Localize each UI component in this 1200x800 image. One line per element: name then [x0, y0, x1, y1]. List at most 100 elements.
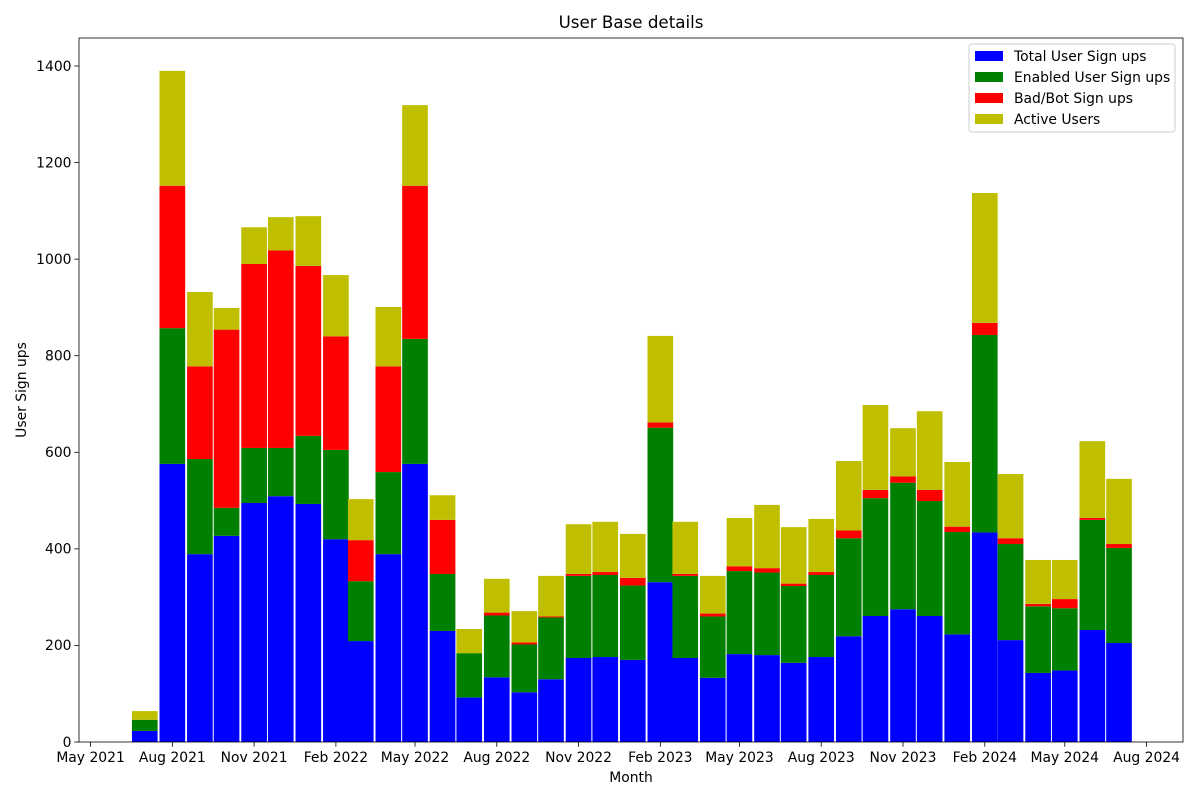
bar-active-users-2022-10 [538, 575, 564, 617]
bar-bad-bot-sign-ups-2023-01 [619, 577, 646, 586]
bar-active-users-2023-12 [916, 411, 943, 490]
bar-active-users-2022-11 [565, 524, 592, 574]
bar-total-user-sign-ups-2022-05 [402, 463, 428, 742]
bar-total-user-sign-ups-2023-01 [619, 659, 646, 742]
bar-active-users-2022-02 [323, 275, 349, 337]
bar-active-users-2024-05 [1051, 559, 1078, 600]
legend-swatch-enabled-user-sign-ups [975, 72, 1003, 82]
bar-enabled-user-sign-ups-2022-07 [456, 653, 483, 698]
bar-enabled-user-sign-ups-2023-05 [726, 571, 753, 655]
bar-enabled-user-sign-ups-2024-01 [944, 531, 971, 635]
bar-total-user-sign-ups-2023-02 [647, 582, 674, 742]
bar-enabled-user-sign-ups-2023-08 [808, 574, 835, 658]
y-tick-label: 200 [45, 638, 72, 654]
bar-total-user-sign-ups-2023-07 [780, 662, 807, 742]
bar-total-user-sign-ups-2023-08 [808, 657, 835, 742]
y-axis: 0 200 400 600 800 1000 1200 1400 [36, 59, 79, 751]
bar-enabled-user-sign-ups-2022-01 [295, 435, 322, 504]
bar-total-user-sign-ups-2021-08 [159, 463, 186, 742]
bar-active-users-2022-06 [429, 495, 456, 520]
bar-bad-bot-sign-ups-2022-12 [592, 572, 619, 575]
bar-bad-bot-sign-ups-2021-12 [267, 250, 294, 448]
bar-total-user-sign-ups-2023-09 [835, 636, 862, 742]
bar-enabled-user-sign-ups-2022-11 [565, 575, 592, 658]
bar-total-user-sign-ups-2023-10 [862, 615, 889, 742]
bar-active-users-2023-06 [754, 504, 780, 569]
y-tick-label: 800 [45, 349, 72, 365]
y-tick-label: 600 [45, 445, 72, 461]
bar-bad-bot-sign-ups-2024-01 [944, 526, 971, 532]
y-tick-label: 1400 [36, 59, 71, 75]
bar-bad-bot-sign-ups-2023-05 [726, 566, 753, 572]
legend-label: Active Users [1014, 112, 1100, 128]
bar-enabled-user-sign-ups-2024-04 [1025, 606, 1051, 673]
bar-total-user-sign-ups-2022-08 [483, 677, 510, 742]
bar-total-user-sign-ups-2024-04 [1025, 672, 1051, 742]
bar-total-user-sign-ups-2023-12 [916, 615, 943, 742]
x-tick-label: Aug 2022 [463, 750, 530, 766]
bar-bad-bot-sign-ups-2022-11 [565, 573, 592, 576]
bar-active-users-2021-09 [187, 291, 213, 367]
bar-active-users-2022-01 [295, 216, 322, 266]
bar-bad-bot-sign-ups-2023-12 [916, 489, 943, 502]
bar-enabled-user-sign-ups-2021-12 [267, 447, 294, 497]
x-tick-label: Aug 2023 [788, 750, 855, 766]
bar-enabled-user-sign-ups-2024-07 [1106, 547, 1132, 644]
bar-active-users-2023-03 [672, 521, 699, 574]
y-tick-label: 0 [63, 735, 72, 751]
bar-bad-bot-sign-ups-2022-06 [429, 519, 456, 574]
bar-active-users-2024-04 [1025, 559, 1051, 604]
bar-bad-bot-sign-ups-2022-09 [511, 642, 538, 645]
bar-total-user-sign-ups-2023-04 [699, 677, 726, 742]
y-axis-label: User Sign ups [14, 342, 30, 438]
bar-total-user-sign-ups-2021-10 [213, 535, 240, 742]
x-axis-label: Month [609, 770, 653, 786]
bar-enabled-user-sign-ups-2023-01 [619, 585, 646, 660]
bar-active-users-2022-12 [592, 521, 619, 573]
legend-label: Total User Sign ups [1013, 49, 1147, 65]
bar-bad-bot-sign-ups-2023-09 [835, 530, 862, 539]
x-tick-label: May 2021 [56, 750, 124, 766]
bar-total-user-sign-ups-2024-03 [997, 640, 1024, 742]
bar-enabled-user-sign-ups-2022-03 [347, 581, 374, 642]
bar-bad-bot-sign-ups-2023-02 [647, 422, 674, 428]
bar-enabled-user-sign-ups-2022-08 [483, 615, 510, 678]
bar-bad-bot-sign-ups-2024-04 [1025, 603, 1051, 607]
bar-enabled-user-sign-ups-2024-03 [997, 544, 1024, 641]
bar-active-users-2022-08 [483, 578, 510, 613]
bar-enabled-user-sign-ups-2024-06 [1079, 519, 1106, 630]
bar-bad-bot-sign-ups-2021-11 [241, 263, 267, 448]
bar-bad-bot-sign-ups-2024-02 [971, 322, 998, 335]
bar-enabled-user-sign-ups-2022-09 [511, 644, 538, 693]
x-tick-label: Nov 2021 [221, 750, 288, 766]
bar-total-user-sign-ups-2023-05 [726, 654, 753, 742]
bar-bad-bot-sign-ups-2022-02 [323, 336, 349, 450]
x-tick-label: Nov 2023 [870, 750, 937, 766]
y-tick-label: 400 [45, 542, 72, 558]
bar-bad-bot-sign-ups-2023-04 [699, 613, 726, 617]
bar-enabled-user-sign-ups-2023-07 [780, 586, 807, 663]
bar-active-users-2023-09 [835, 460, 862, 531]
bar-total-user-sign-ups-2022-01 [295, 503, 322, 742]
bar-active-users-2022-05 [402, 105, 428, 186]
bar-bad-bot-sign-ups-2022-05 [402, 185, 428, 339]
bar-total-user-sign-ups-2023-03 [672, 657, 699, 742]
bar-enabled-user-sign-ups-2022-10 [538, 617, 564, 680]
bar-bad-bot-sign-ups-2023-06 [754, 568, 780, 573]
bar-enabled-user-sign-ups-2021-11 [241, 447, 267, 503]
bar-enabled-user-sign-ups-2024-05 [1051, 608, 1078, 671]
bar-enabled-user-sign-ups-2022-05 [402, 338, 428, 464]
y-tick-label: 1200 [36, 155, 71, 171]
x-tick-label: May 2024 [1031, 750, 1100, 766]
bar-total-user-sign-ups-2021-07 [131, 730, 158, 742]
bar-enabled-user-sign-ups-2021-07 [131, 719, 158, 731]
bar-active-users-2023-05 [726, 517, 753, 567]
bar-total-user-sign-ups-2024-01 [944, 634, 971, 742]
bar-total-user-sign-ups-2024-07 [1106, 643, 1132, 742]
bar-total-user-sign-ups-2022-11 [565, 657, 592, 742]
bar-total-user-sign-ups-2022-10 [538, 679, 564, 742]
bar-enabled-user-sign-ups-2022-02 [323, 449, 349, 540]
plot-frame [78, 37, 1184, 743]
bar-enabled-user-sign-ups-2021-08 [159, 328, 186, 464]
